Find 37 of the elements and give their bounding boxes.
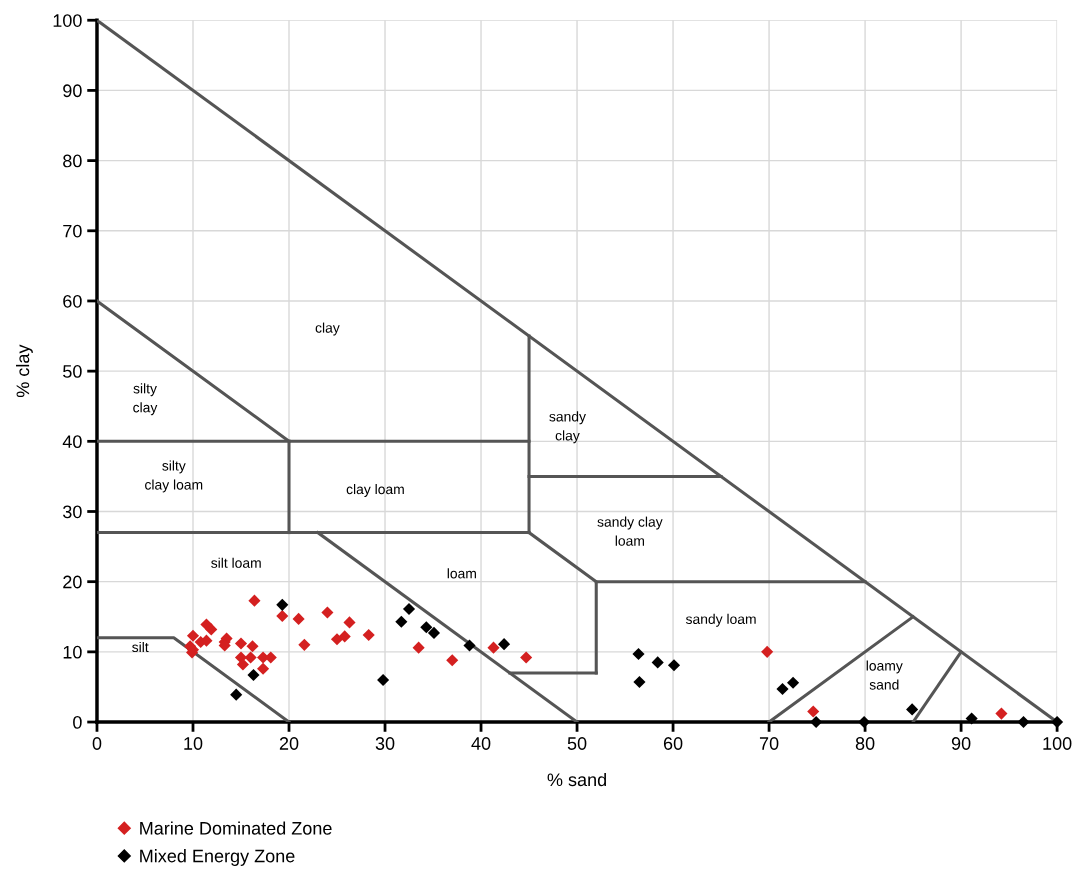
x-tick-label: 0: [92, 737, 102, 750]
annotation: loam: [447, 568, 476, 579]
annotation: silty clay loam: [145, 460, 203, 493]
x-tick-label: 50: [567, 737, 587, 750]
x-tick-label: 70: [759, 737, 779, 750]
x-tick-label: 80: [855, 737, 875, 750]
annotation: sandy loam: [685, 613, 756, 627]
y-tick-label: 60: [63, 294, 82, 308]
y-tick-label: 30: [63, 505, 82, 519]
x-axis-title: % sand: [547, 772, 606, 787]
annotation: loamy sand: [866, 660, 903, 690]
annotation: sandy clay loam: [597, 516, 663, 546]
y-tick-label: 10: [63, 645, 82, 659]
annotation: silty clay: [133, 383, 158, 416]
y-tick-label: 70: [63, 224, 82, 238]
y-axis-title: % clay: [16, 344, 33, 398]
x-tick-label: 10: [184, 737, 203, 750]
annotation: silt loam: [211, 557, 261, 568]
y-tick-label: 100: [53, 14, 82, 27]
x-tick-label: 60: [663, 737, 683, 750]
x-tick-label: 40: [471, 737, 491, 750]
x-tick-label: 30: [375, 737, 395, 750]
x-tick-label: 20: [279, 737, 299, 750]
y-tick-label: 20: [63, 575, 82, 589]
y-tick-label: 90: [63, 84, 82, 98]
legend-label: Marine Dominated Zone: [140, 821, 332, 835]
annotation: clay loam: [346, 483, 404, 497]
y-tick-label: 0: [73, 715, 82, 729]
legend-label: Mixed Energy Zone: [140, 849, 295, 866]
x-tick-label: 100: [1043, 737, 1072, 750]
annotation: silt: [132, 641, 149, 653]
y-tick-label: 40: [62, 435, 82, 449]
y-tick-label: 50: [63, 365, 82, 378]
x-tick-label: 90: [951, 737, 971, 750]
annotation: clay: [315, 322, 340, 336]
y-tick-label: 80: [63, 154, 82, 168]
annotation: sandy clay: [549, 411, 586, 444]
